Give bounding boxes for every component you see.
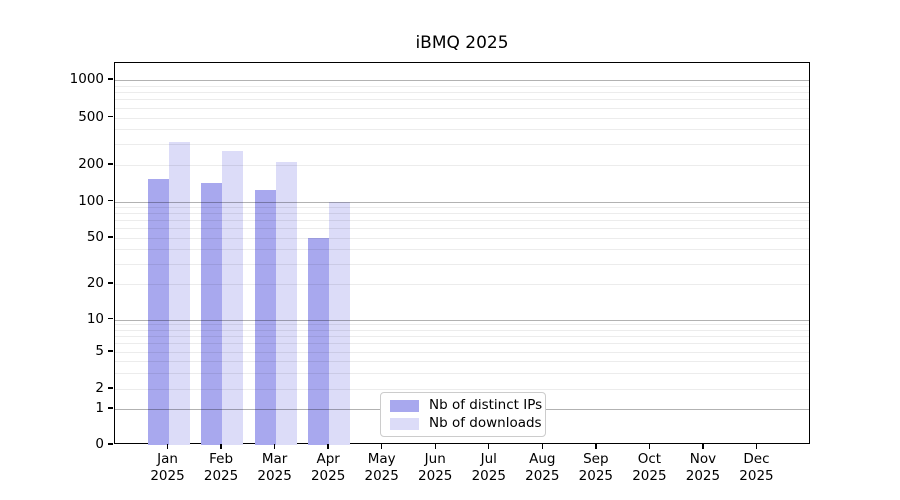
gridline-minor	[115, 263, 809, 265]
y-tick-label: 20	[86, 275, 104, 291]
x-tick-label-aug: Aug 2025	[525, 451, 560, 484]
legend-label: Nb of distinct IPs	[429, 397, 543, 413]
gridline-minor	[115, 107, 809, 109]
gridline-minor	[115, 389, 809, 390]
legend: Nb of distinct IPs Nb of downloads	[380, 392, 546, 437]
y-tick-label: 10	[86, 310, 104, 327]
x-tick-mark	[488, 444, 490, 449]
gridline-major	[115, 319, 809, 321]
y-tick-label: 5	[95, 343, 104, 359]
bar-downloads-feb	[222, 151, 244, 445]
x-tick-label-apr: Apr 2025	[310, 451, 346, 484]
x-tick-mark	[327, 444, 329, 449]
x-tick-mark	[434, 444, 436, 449]
gridline-minor	[115, 144, 809, 146]
gridline-minor	[115, 329, 809, 331]
plot-area: Nb of distinct IPs Nb of downloads	[114, 62, 810, 445]
x-tick-label-jun: Jun 2025	[418, 451, 453, 484]
y-tick-mark	[108, 199, 113, 202]
y-tick-label: 200	[78, 156, 104, 172]
y-tick-label: 1	[95, 400, 104, 416]
gridline-minor	[115, 343, 809, 345]
gridline-minor	[115, 352, 809, 353]
gridline-minor	[115, 361, 809, 362]
legend-label: Nb of downloads	[429, 415, 542, 431]
gridline-minor	[115, 324, 809, 326]
bar-ips-mar	[254, 189, 276, 445]
y-tick-mark	[108, 317, 113, 320]
legend-entry-distinct-ips: Nb of distinct IPs	[390, 398, 542, 413]
y-tick-mark	[108, 282, 113, 284]
gridline-minor	[115, 99, 809, 101]
legend-swatch-icon	[390, 417, 419, 430]
gridline-major	[115, 80, 809, 81]
x-tick-label-jul: Jul 2025	[471, 451, 506, 484]
x-tick-mark	[595, 444, 597, 449]
bar-downloads-jan	[168, 142, 190, 445]
x-tick-mark	[166, 444, 169, 449]
y-tick-label: 1000	[69, 71, 104, 87]
y-tick-mark	[108, 407, 113, 409]
x-tick-mark	[273, 444, 276, 449]
bar-ips-apr	[308, 238, 330, 445]
x-tick-label-oct: Oct 2025	[632, 451, 667, 484]
gridline-minor	[115, 220, 809, 222]
gridline-minor	[115, 92, 809, 94]
gridline-minor	[115, 284, 809, 285]
y-tick-label: 50	[86, 229, 104, 245]
x-tick-mark	[541, 444, 543, 449]
y-tick-label: 0	[95, 436, 104, 452]
x-tick-label-mar: Mar 2025	[257, 451, 292, 484]
gridline-minor	[115, 117, 809, 119]
legend-swatch-icon	[390, 399, 419, 412]
y-tick-label: 500	[78, 108, 104, 125]
gridline-minor	[115, 228, 809, 230]
legend-entry-downloads: Nb of downloads	[390, 416, 542, 431]
bar-ips-jan	[147, 179, 169, 445]
x-tick-label-nov: Nov 2025	[685, 451, 721, 484]
bars-layer	[115, 63, 809, 445]
gridline-minor	[115, 207, 809, 209]
x-tick-mark	[220, 444, 222, 449]
y-tick-mark	[108, 116, 113, 118]
gridline-minor	[115, 238, 809, 239]
x-tick-label-jan: Jan 2025	[150, 451, 185, 484]
chart-title: iBMQ 2025	[415, 33, 509, 53]
y-tick-mark	[108, 387, 113, 389]
bar-downloads-mar	[275, 162, 297, 445]
x-tick-label-feb: Feb 2025	[203, 451, 239, 484]
gridline-minor	[115, 85, 809, 87]
y-tick-mark	[108, 350, 113, 352]
y-tick-mark	[108, 443, 113, 445]
y-tick-mark	[108, 236, 113, 238]
bar-ips-feb	[201, 182, 223, 445]
gridline-minor	[115, 129, 809, 131]
gridline-minor	[115, 165, 809, 166]
gridline-minor	[115, 213, 809, 215]
y-tick-label: 2	[95, 380, 104, 396]
gridline-major	[115, 201, 809, 203]
gridline-minor	[115, 249, 809, 251]
grid-layer	[115, 63, 809, 443]
bar-downloads-apr	[329, 201, 351, 445]
x-tick-label-dec: Dec 2025	[739, 451, 774, 484]
y-tick-label: 100	[78, 192, 104, 209]
y-tick-mark	[108, 163, 113, 165]
x-tick-mark	[648, 444, 651, 449]
x-tick-label-may: May 2025	[364, 451, 399, 484]
x-tick-label-sep: Sep 2025	[578, 451, 614, 484]
gridline-minor	[115, 372, 809, 374]
x-tick-mark	[702, 444, 704, 449]
x-tick-mark	[380, 444, 383, 449]
y-tick-mark	[108, 78, 113, 80]
x-tick-mark	[755, 444, 758, 449]
gridline-minor	[115, 336, 809, 338]
